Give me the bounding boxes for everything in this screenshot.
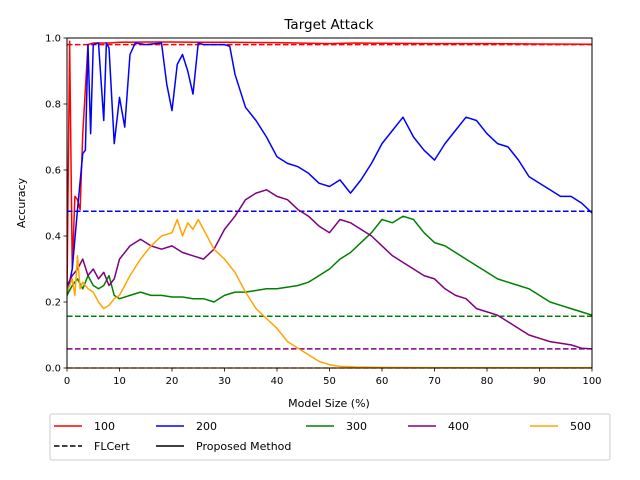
x-tick-label: 60 <box>376 376 389 387</box>
x-axis-label: Model Size (%) <box>288 397 370 410</box>
series-200-proposed-line <box>67 42 592 296</box>
series-500-proposed-line <box>67 218 592 369</box>
y-axis: 0.0 0.2 0.4 0.6 0.8 1.0 <box>45 34 67 375</box>
y-tick-label: 0.8 <box>45 100 61 111</box>
x-tick-label: 90 <box>533 376 546 387</box>
series-100-proposed-line <box>67 40 592 296</box>
y-tick-label: 0.2 <box>45 298 61 309</box>
x-tick-label: 80 <box>481 376 494 387</box>
x-tick-label: 0 <box>64 376 70 387</box>
legend: 100 FLCert 200 Proposed Method 300 400 500 <box>49 413 611 461</box>
y-tick-label: 0.0 <box>45 364 61 375</box>
legend-label: 500 <box>570 420 591 433</box>
x-tick-label: 10 <box>113 376 126 387</box>
x-tick-label: 50 <box>323 376 336 387</box>
legend-label: 100 <box>94 420 115 433</box>
y-tick-label: 1.0 <box>45 34 61 45</box>
legend-frame <box>49 413 611 461</box>
legend-label: Proposed Method <box>196 440 291 453</box>
plot-frame <box>66 37 593 369</box>
legend-label: 200 <box>196 420 217 433</box>
legend-label: 300 <box>346 420 367 433</box>
series-300-proposed-line <box>67 215 592 316</box>
x-tick-label: 70 <box>428 376 441 387</box>
x-tick-label: 20 <box>166 376 179 387</box>
chart-title: Target Attack <box>283 17 373 33</box>
x-tick-label: 30 <box>218 376 231 387</box>
y-axis-label: Accuracy <box>15 177 28 228</box>
legend-label: FLCert <box>94 440 130 453</box>
y-tick-label: 0.6 <box>45 166 61 177</box>
legend-items: 100 FLCert 200 Proposed Method 300 400 500 <box>54 420 591 453</box>
series-400-proposed-line <box>67 189 592 350</box>
series-layer <box>67 40 592 369</box>
x-tick-label: 40 <box>271 376 284 387</box>
x-axis: 0 10 20 30 40 50 60 70 80 90 100 <box>64 368 602 387</box>
y-tick-label: 0.4 <box>45 232 61 243</box>
legend-label: 400 <box>448 420 469 433</box>
x-tick-label: 100 <box>582 376 601 387</box>
